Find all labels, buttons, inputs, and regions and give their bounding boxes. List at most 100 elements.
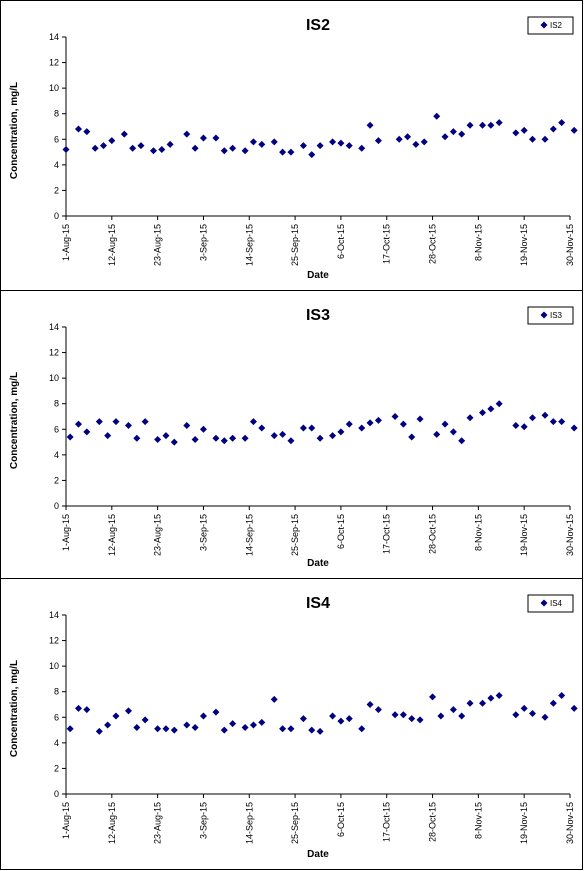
data-point	[449, 706, 457, 714]
x-axis-title: Date	[307, 849, 329, 860]
x-tick-label: 8-Nov-15	[473, 514, 483, 551]
data-point	[329, 138, 337, 146]
y-tick-label: 10	[49, 661, 59, 671]
data-point	[191, 724, 199, 732]
data-point	[433, 112, 441, 120]
data-point	[162, 725, 170, 733]
data-point	[241, 434, 249, 442]
x-tick-label: 12-Aug-15	[107, 802, 117, 844]
data-point	[112, 418, 120, 426]
x-tick-label: 19-Nov-15	[519, 802, 529, 844]
x-tick-label: 17-Oct-15	[382, 514, 392, 554]
legend-box	[527, 594, 574, 613]
data-point	[141, 418, 149, 426]
data-point	[479, 121, 487, 129]
data-point	[529, 709, 537, 717]
data-point	[520, 423, 528, 431]
data-point	[412, 140, 420, 148]
x-tick-label: 1-Aug-15	[61, 224, 71, 261]
y-tick-label: 6	[54, 134, 59, 144]
data-point	[487, 694, 495, 702]
data-point	[220, 437, 228, 445]
data-point	[112, 712, 120, 720]
data-point	[154, 436, 162, 444]
data-point	[316, 434, 324, 442]
x-tick-label: 30-Nov-15	[565, 514, 575, 556]
data-point	[83, 706, 91, 714]
data-point	[487, 405, 495, 413]
data-point	[258, 424, 266, 432]
x-tick-label: 25-Sep-15	[290, 224, 300, 266]
data-point	[62, 146, 70, 154]
data-point	[329, 432, 337, 440]
data-point	[466, 121, 474, 129]
x-tick-label: 17-Oct-15	[382, 224, 392, 264]
data-point	[337, 139, 345, 147]
data-point	[299, 715, 307, 723]
legend-marker	[540, 599, 548, 607]
data-point	[308, 726, 316, 734]
data-point	[133, 434, 141, 442]
data-point	[108, 137, 116, 145]
data-point	[74, 125, 82, 133]
data-point	[270, 138, 278, 146]
x-tick-label: 3-Sep-15	[198, 802, 208, 839]
x-tick-label: 25-Sep-15	[290, 802, 300, 844]
data-point	[229, 144, 237, 152]
data-point	[249, 418, 257, 426]
x-tick-label: 28-Oct-15	[428, 802, 438, 842]
data-point	[549, 418, 557, 426]
data-point	[429, 693, 437, 701]
data-point	[512, 421, 520, 429]
data-point	[408, 715, 416, 723]
y-tick-label: 2	[54, 475, 59, 485]
data-point	[249, 721, 257, 729]
data-point	[449, 428, 457, 436]
x-tick-label: 8-Nov-15	[473, 802, 483, 839]
data-point	[366, 419, 374, 427]
data-point	[458, 712, 466, 720]
chart-title: IS2	[306, 17, 330, 34]
legend-label: IS3	[550, 311, 563, 320]
x-axis-title: Date	[307, 558, 329, 569]
y-tick-label: 8	[54, 687, 59, 697]
chart-title: IS4	[306, 595, 330, 612]
data-point	[191, 436, 199, 444]
data-point	[374, 137, 382, 145]
data-point	[308, 151, 316, 159]
data-point	[441, 420, 449, 428]
x-tick-label: 23-Aug-15	[153, 224, 163, 266]
data-point	[345, 715, 353, 723]
y-tick-label: 6	[54, 424, 59, 434]
data-point	[541, 411, 549, 419]
data-point	[558, 418, 566, 426]
y-tick-label: 12	[49, 58, 59, 68]
x-tick-label: 23-Aug-15	[153, 514, 163, 556]
data-point	[479, 409, 487, 417]
data-point	[95, 418, 103, 426]
data-point	[449, 128, 457, 136]
data-point	[391, 413, 399, 420]
data-point	[416, 415, 424, 423]
data-point	[191, 144, 199, 152]
data-point	[541, 135, 549, 143]
data-point	[366, 121, 374, 129]
data-point	[549, 699, 557, 707]
legend-box	[527, 306, 574, 325]
data-point	[83, 128, 91, 136]
data-point	[512, 129, 520, 137]
data-point	[66, 433, 74, 441]
data-point	[149, 147, 157, 155]
x-tick-label: 30-Nov-15	[565, 802, 575, 844]
data-point	[316, 727, 324, 735]
data-point	[199, 134, 207, 142]
data-point	[170, 726, 178, 734]
y-tick-label: 2	[54, 763, 59, 773]
data-point	[220, 726, 228, 734]
x-tick-label: 3-Sep-15	[198, 514, 208, 551]
y-tick-label: 6	[54, 712, 59, 722]
data-point	[329, 712, 337, 720]
data-point	[345, 420, 353, 428]
data-point	[270, 695, 278, 703]
y-tick-label: 4	[54, 160, 59, 170]
